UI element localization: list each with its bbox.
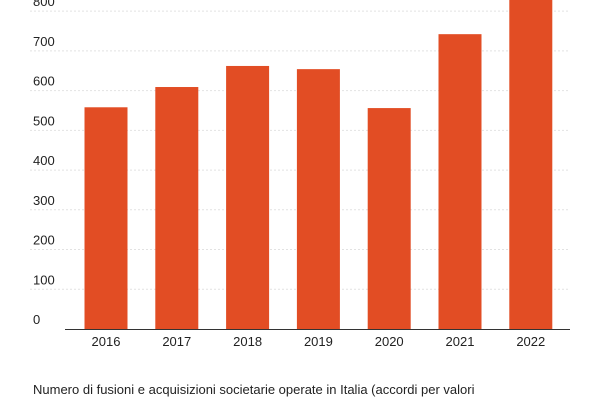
caption: Numero di fusioni e acquisizioni societa… bbox=[33, 382, 475, 397]
y-tick-label: 200 bbox=[33, 233, 55, 248]
y-tick-label: 800 bbox=[33, 0, 55, 9]
bar bbox=[226, 65, 270, 330]
x-tick-label: 2019 bbox=[304, 334, 333, 349]
bar bbox=[296, 69, 340, 329]
bar bbox=[367, 108, 411, 329]
x-tick-label: 2017 bbox=[162, 334, 191, 349]
y-tick-label: 0 bbox=[33, 312, 40, 327]
y-tick-label: 400 bbox=[33, 153, 55, 168]
x-tick-label: 2018 bbox=[233, 334, 262, 349]
bar bbox=[438, 34, 482, 329]
bar bbox=[84, 107, 128, 329]
x-tick-label: 2022 bbox=[516, 334, 545, 349]
y-tick-label: 500 bbox=[33, 113, 55, 128]
y-tick-label: 700 bbox=[33, 34, 55, 49]
y-tick-label: 300 bbox=[33, 193, 55, 208]
y-tick-label: 100 bbox=[33, 272, 55, 287]
x-tick-label: 2020 bbox=[375, 334, 404, 349]
y-tick-label: 600 bbox=[33, 74, 55, 89]
x-tick-label: 2021 bbox=[446, 334, 475, 349]
bar bbox=[509, 0, 553, 329]
x-tick-label: 2016 bbox=[92, 334, 121, 349]
bar bbox=[155, 87, 199, 329]
bar-layer bbox=[84, 0, 553, 330]
